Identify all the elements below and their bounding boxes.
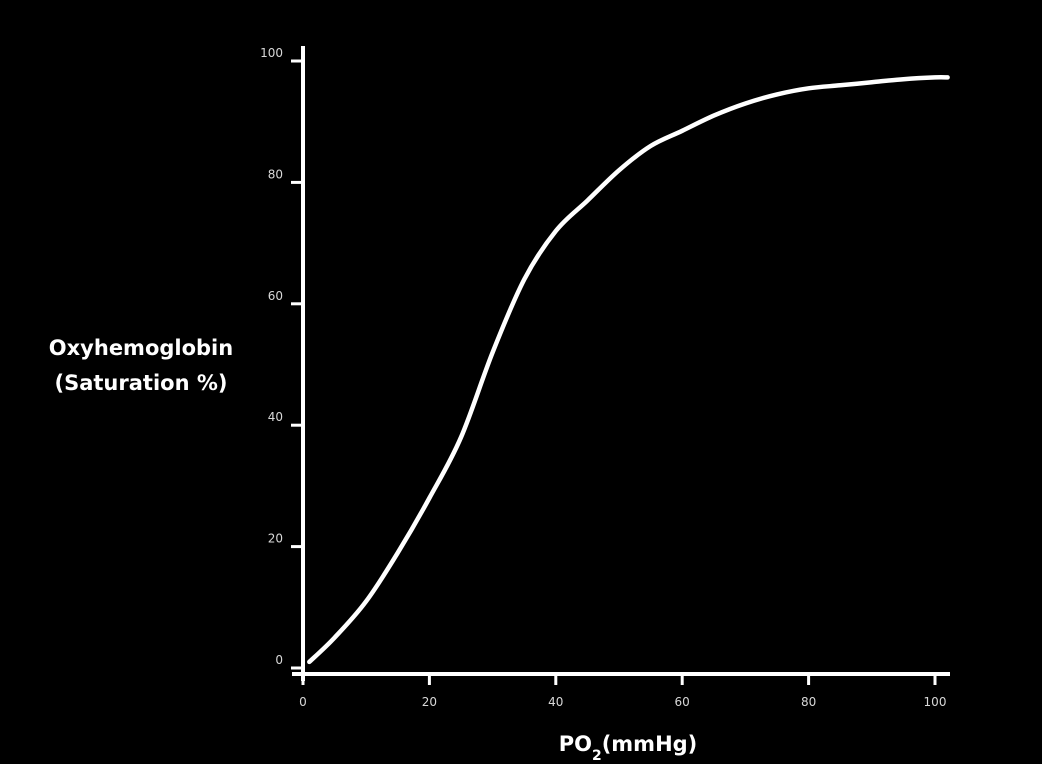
- x-tick-label: 40: [548, 695, 563, 709]
- x-axis-label-subscript: 2: [592, 748, 602, 764]
- y-tick-label: 100: [260, 46, 283, 60]
- x-tick-label: 100: [924, 695, 947, 709]
- y-ticks: 0 20 40 60 80 100: [260, 46, 303, 670]
- x-tick-label: 20: [422, 695, 437, 709]
- x-axis-label: PO2(mmHg): [559, 732, 698, 764]
- y-axis-label-line-2: (Saturation %): [55, 371, 228, 395]
- y-tick-label: 20: [268, 532, 283, 546]
- y-axis-label-line-1: Oxyhemoglobin: [49, 336, 233, 360]
- x-ticks: 0 20 40 60 80 100: [299, 674, 946, 709]
- x-axis-label-main: PO: [559, 732, 592, 756]
- x-tick-label: 80: [801, 695, 816, 709]
- x-tick-label: 0: [299, 695, 307, 709]
- y-tick-label: 0: [275, 653, 283, 667]
- y-tick-label: 60: [268, 289, 283, 303]
- y-tick-label: 80: [268, 167, 283, 181]
- saturation-curve: [307, 75, 950, 665]
- x-tick-label: 60: [675, 695, 690, 709]
- x-axis-label-suffix: (mmHg): [602, 732, 698, 756]
- y-tick-label: 40: [268, 410, 283, 424]
- axes: [292, 46, 950, 681]
